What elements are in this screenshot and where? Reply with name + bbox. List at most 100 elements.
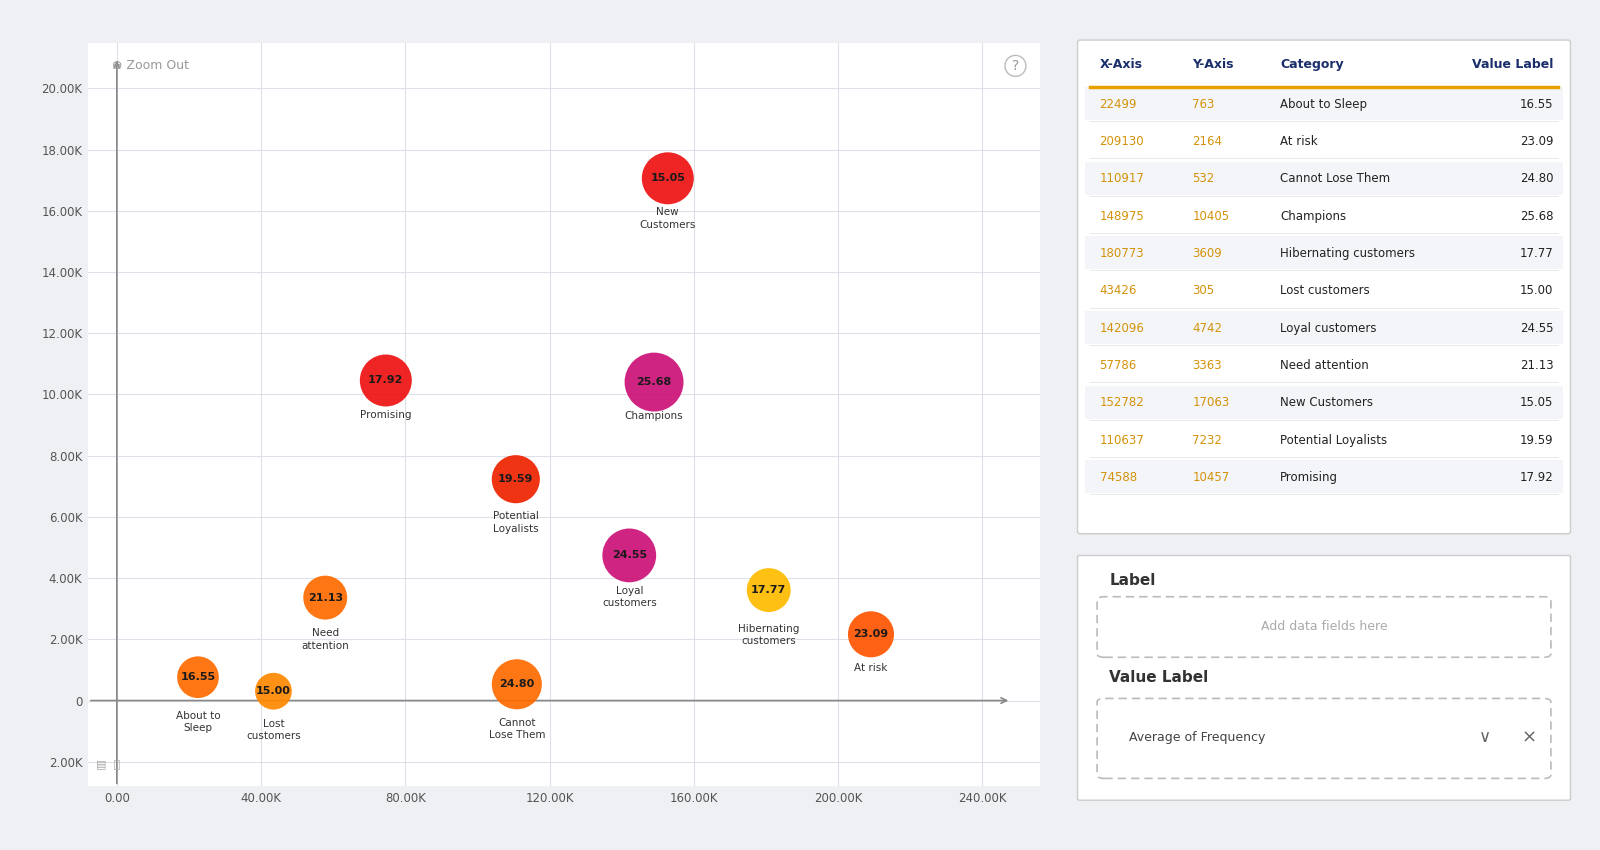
- Text: 57786: 57786: [1099, 359, 1136, 372]
- Point: [654, 172, 680, 185]
- Text: 24.80: 24.80: [1520, 173, 1554, 185]
- FancyBboxPatch shape: [1085, 236, 1563, 269]
- Text: Cannot
Lose Them: Cannot Lose Them: [488, 718, 546, 740]
- Text: 23.09: 23.09: [1520, 135, 1554, 148]
- Text: 24.80: 24.80: [499, 679, 534, 689]
- Text: 25.68: 25.68: [637, 377, 672, 387]
- Text: 24.55: 24.55: [611, 551, 646, 560]
- Text: X-Axis: X-Axis: [1099, 58, 1142, 71]
- Text: 17.77: 17.77: [750, 585, 786, 595]
- Text: Value Label: Value Label: [1109, 671, 1208, 685]
- Text: 4742: 4742: [1192, 321, 1222, 335]
- Text: Potential
Loyalists: Potential Loyalists: [493, 512, 539, 534]
- Text: Category: Category: [1280, 58, 1344, 71]
- Text: Hibernating
customers: Hibernating customers: [738, 624, 800, 646]
- Text: Y-Axis: Y-Axis: [1192, 58, 1234, 71]
- FancyBboxPatch shape: [1098, 597, 1550, 657]
- FancyBboxPatch shape: [1077, 40, 1571, 534]
- Point: [504, 677, 530, 691]
- FancyBboxPatch shape: [1098, 699, 1550, 779]
- Text: Champions: Champions: [1280, 210, 1346, 223]
- Text: 23.09: 23.09: [853, 629, 888, 639]
- Point: [261, 684, 286, 698]
- FancyBboxPatch shape: [1085, 386, 1563, 418]
- Text: 10457: 10457: [1192, 471, 1229, 484]
- Text: 17.77: 17.77: [1520, 247, 1554, 260]
- Text: About to Sleep: About to Sleep: [1280, 98, 1366, 110]
- Text: Loyal
customers: Loyal customers: [602, 586, 656, 609]
- Text: Promising: Promising: [360, 410, 411, 420]
- Text: 16.55: 16.55: [1520, 98, 1554, 110]
- FancyBboxPatch shape: [1085, 461, 1563, 493]
- Point: [642, 376, 667, 389]
- Text: ?: ?: [1011, 59, 1019, 73]
- Text: 16.55: 16.55: [181, 672, 216, 683]
- Text: 24.55: 24.55: [1520, 321, 1554, 335]
- Text: Label: Label: [1109, 574, 1155, 588]
- Text: At risk: At risk: [1280, 135, 1318, 148]
- Text: Value Label: Value Label: [1472, 58, 1554, 71]
- Point: [502, 473, 528, 486]
- Text: 110637: 110637: [1099, 434, 1144, 446]
- Text: ∨: ∨: [1478, 728, 1491, 746]
- Text: 21.13: 21.13: [1520, 359, 1554, 372]
- Text: 15.05: 15.05: [650, 173, 685, 184]
- Text: 152782: 152782: [1099, 396, 1144, 410]
- Text: 15.00: 15.00: [1520, 285, 1554, 297]
- Text: Lost
customers: Lost customers: [246, 719, 301, 741]
- Text: 148975: 148975: [1099, 210, 1144, 223]
- Text: Loyal customers: Loyal customers: [1280, 321, 1376, 335]
- Text: 10405: 10405: [1192, 210, 1229, 223]
- Text: 15.00: 15.00: [256, 686, 291, 696]
- Text: Hibernating customers: Hibernating customers: [1280, 247, 1414, 260]
- Text: Need
attention: Need attention: [301, 628, 349, 650]
- Text: 17.92: 17.92: [1520, 471, 1554, 484]
- Text: 180773: 180773: [1099, 247, 1144, 260]
- Point: [858, 627, 883, 641]
- Text: 22499: 22499: [1099, 98, 1138, 110]
- Point: [312, 591, 338, 604]
- Text: 3363: 3363: [1192, 359, 1222, 372]
- Text: Average of Frequency: Average of Frequency: [1130, 731, 1266, 744]
- Text: 19.59: 19.59: [1520, 434, 1554, 446]
- FancyBboxPatch shape: [1085, 311, 1563, 344]
- FancyBboxPatch shape: [1077, 556, 1571, 800]
- Text: 142096: 142096: [1099, 321, 1144, 335]
- Text: 763: 763: [1192, 98, 1214, 110]
- Text: 25.68: 25.68: [1520, 210, 1554, 223]
- Text: 110917: 110917: [1099, 173, 1144, 185]
- Point: [373, 374, 398, 388]
- FancyBboxPatch shape: [1085, 162, 1563, 195]
- Text: New Customers: New Customers: [1280, 396, 1373, 410]
- Text: 43426: 43426: [1099, 285, 1138, 297]
- Text: 305: 305: [1192, 285, 1214, 297]
- Text: 2164: 2164: [1192, 135, 1222, 148]
- Text: 209130: 209130: [1099, 135, 1144, 148]
- Point: [186, 671, 211, 684]
- FancyBboxPatch shape: [1085, 87, 1563, 120]
- Text: 532: 532: [1192, 173, 1214, 185]
- Text: 21.13: 21.13: [307, 592, 342, 603]
- Text: 17063: 17063: [1192, 396, 1229, 410]
- Text: Champions: Champions: [624, 411, 683, 421]
- Text: 15.05: 15.05: [1520, 396, 1554, 410]
- Text: About to
Sleep: About to Sleep: [176, 711, 221, 734]
- Text: 7232: 7232: [1192, 434, 1222, 446]
- Text: 3609: 3609: [1192, 247, 1222, 260]
- Text: Potential Loyalists: Potential Loyalists: [1280, 434, 1387, 446]
- Text: At risk: At risk: [854, 663, 888, 673]
- Text: Add data fields here: Add data fields here: [1261, 620, 1387, 632]
- Text: 19.59: 19.59: [498, 474, 533, 484]
- Text: Lost customers: Lost customers: [1280, 285, 1370, 297]
- Text: ×: ×: [1522, 728, 1536, 746]
- Text: 17.92: 17.92: [368, 376, 403, 386]
- Text: Promising: Promising: [1280, 471, 1338, 484]
- Text: New
Customers: New Customers: [640, 207, 696, 230]
- Point: [616, 548, 642, 562]
- Text: Cannot Lose Them: Cannot Lose Them: [1280, 173, 1390, 185]
- Text: ▤  💬: ▤ 💬: [96, 760, 120, 770]
- Text: 74588: 74588: [1099, 471, 1136, 484]
- Point: [755, 583, 781, 597]
- Text: ⊖ Zoom Out: ⊖ Zoom Out: [112, 59, 189, 72]
- Text: Need attention: Need attention: [1280, 359, 1370, 372]
